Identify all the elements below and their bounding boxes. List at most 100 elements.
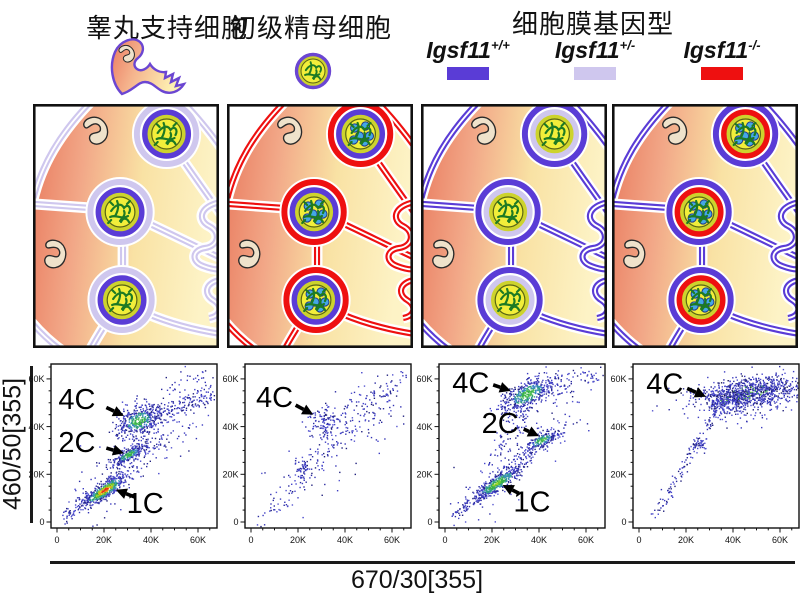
sertoli-nucleus [238, 239, 261, 269]
flow-plot-4: 0 0 20K 20K 40K 40K 60K 60K 4C [604, 357, 800, 553]
ploidy-annotation: 1C [513, 487, 550, 519]
y-tick-label: 0 [233, 517, 238, 527]
flow-plot-svg: 00 20K 20K 40K 40K 60K 60K 4C 2C 1C [28, 363, 218, 545]
chromosomes-glyph [153, 121, 178, 147]
spermatocyte-cell [279, 177, 349, 247]
tubule-panel-3 [421, 104, 607, 348]
chromosomes-glyph [301, 199, 326, 225]
spermatocyte-cell [473, 177, 543, 247]
sertoli-nucleus [44, 239, 67, 269]
y-tick-label: 60K [222, 374, 238, 384]
tubule-panel-2 [227, 104, 413, 348]
tubule-panel-4 [612, 104, 798, 348]
x-axis-bracket-line [50, 561, 795, 564]
chromosomes-glyph [497, 287, 522, 313]
sertoli-nucleus [471, 116, 497, 145]
x-tick-label: 0 [54, 535, 59, 545]
spermatocyte-cell [519, 104, 590, 169]
ploidy-annotation: 2C [482, 408, 519, 440]
y-tick-label: 20K [28, 470, 44, 480]
chromosomes-glyph [732, 121, 757, 147]
legend-item-heterozygous: Igsf11+/- [540, 37, 650, 80]
sertoli-nucleus [662, 116, 688, 145]
y-tick-label: 60K [28, 374, 44, 384]
tubule-panel-svg [33, 104, 219, 348]
chromosomes-glyph [541, 121, 566, 147]
legend-label-knockout: Igsf11-/- [683, 37, 761, 63]
ploidy-annotation: 1C [127, 488, 164, 520]
chromosomes-glyph [303, 287, 328, 313]
ploidy-annotation: 4C [646, 369, 683, 401]
chromosomes-glyph [109, 287, 134, 313]
spermatocyte-cell [475, 265, 545, 335]
y-tick-label: 20K [416, 470, 432, 480]
flow-plot-3: 0 0 20K 20K 40K 40K 60K 60K 4C 2C 1C [410, 357, 608, 553]
tubule-panel-svg [421, 104, 607, 348]
spermatocyte-cell [281, 265, 351, 335]
x-tick-label: 20K [96, 535, 112, 545]
sertoli-nucleus [623, 239, 646, 269]
spermatocyte-cell [325, 104, 396, 169]
y-tick-label: 40K [28, 422, 44, 432]
chromosomes-glyph [107, 199, 132, 225]
ploidy-annotation: 4C [58, 384, 95, 416]
y-tick-label: 0 [39, 517, 44, 527]
ploidy-annotation: 4C [256, 382, 293, 414]
x-tick-label: 20K [678, 535, 694, 545]
x-tick-label: 0 [248, 535, 253, 545]
y-tick-label: 0 [427, 517, 432, 527]
flow-plot-1: 0 0 20K 20K 40K 40K 60K 60K 4C 2C 1C [22, 357, 220, 553]
spermatocyte-label: 初级精母细胞 [230, 13, 393, 43]
x-axis-label: 670/30[355] [350, 566, 484, 594]
spermatocyte-cell [664, 177, 734, 247]
x-tick-label: 60K [190, 535, 206, 545]
legend-item-knockout: Igsf11-/- [667, 37, 777, 80]
y-tick-label: 60K [416, 374, 432, 384]
y-tick-label: 60K [610, 374, 626, 384]
x-tick-label: 60K [384, 535, 400, 545]
sertoli-nucleus [277, 116, 303, 145]
y-tick-label: 0 [621, 517, 626, 527]
legend-label-heterozygous: Igsf11+/- [554, 37, 636, 63]
legend-swatch-knockout [701, 67, 743, 80]
chromosomes-glyph [347, 121, 372, 147]
tubule-panel-svg [612, 104, 798, 348]
x-tick-label: 0 [636, 535, 641, 545]
spermatocyte-cell [666, 265, 736, 335]
x-tick-label: 60K [772, 535, 788, 545]
x-tick-label: 0 [442, 535, 447, 545]
legend-label-wildtype: Igsf11+/+ [426, 37, 510, 63]
x-tick-label: 40K [143, 535, 159, 545]
spermatocyte-cell [710, 104, 781, 169]
x-tick-label: 40K [531, 535, 547, 545]
ploidy-annotation: 2C [58, 427, 95, 459]
chromosomes-glyph [688, 287, 713, 313]
scatter-points [256, 371, 407, 528]
y-tick-label: 40K [222, 422, 238, 432]
flow-plot-svg: 00 20K 20K 40K 40K 60K 60K 4C [222, 363, 412, 545]
flow-plot-svg: 00 20K 20K 40K 40K 60K 60K 4C 2C 1C [416, 363, 606, 545]
scatter-points [650, 365, 799, 519]
tubule-panel-svg [227, 104, 413, 348]
flow-plot-svg: 00 20K 20K 40K 40K 60K 60K 4C [610, 363, 800, 545]
spermatocyte-cell [85, 177, 155, 247]
x-tick-label: 20K [484, 535, 500, 545]
x-tick-label: 40K [337, 535, 353, 545]
y-axis-bracket-line [30, 366, 33, 523]
ploidy-annotation: 4C [452, 367, 489, 399]
legend-swatch-wildtype [447, 67, 489, 80]
chromosomes-glyph [686, 199, 711, 225]
legend-swatch-heterozygous [574, 67, 616, 80]
spermatocyte-icon [294, 52, 332, 90]
flow-plot-2: 0 0 20K 20K 40K 40K 60K 60K 4C [216, 357, 414, 553]
y-tick-label: 20K [610, 470, 626, 480]
y-tick-label: 20K [222, 470, 238, 480]
scatter-points [449, 366, 604, 527]
sertoli-cell-label: 睾丸支持细胞 [86, 13, 249, 43]
legend-item-wildtype: Igsf11+/+ [413, 37, 523, 80]
spermatocyte-cell [87, 265, 157, 335]
sertoli-cell-icon [110, 38, 187, 96]
x-tick-label: 40K [725, 535, 741, 545]
spermatocyte-cell [131, 104, 202, 169]
sertoli-nucleus [432, 239, 455, 269]
